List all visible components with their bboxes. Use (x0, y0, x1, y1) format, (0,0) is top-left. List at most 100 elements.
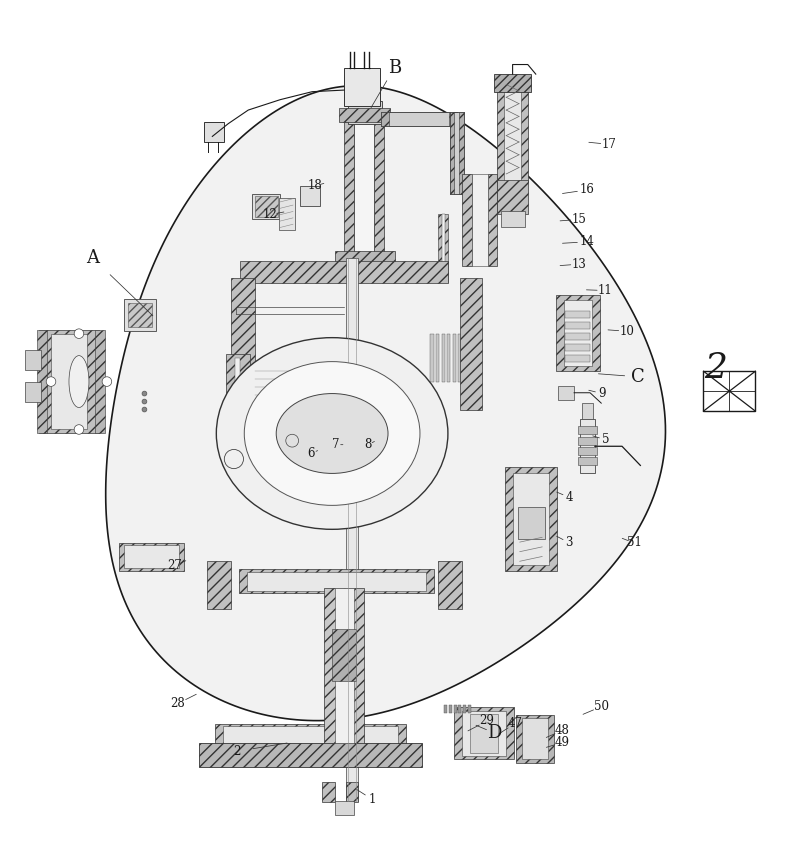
Bar (564, 300, 592, 367)
Bar (501, 211, 525, 227)
Bar (498, 90, 528, 182)
Bar (125, 300, 157, 331)
Text: 11: 11 (598, 284, 613, 297)
Bar (504, 91, 522, 181)
Text: C: C (631, 368, 645, 386)
Bar (566, 333, 590, 340)
Bar (460, 277, 482, 409)
Circle shape (102, 377, 112, 386)
Bar (458, 705, 462, 713)
Text: 2: 2 (234, 745, 241, 758)
Bar (334, 801, 354, 815)
Bar (125, 545, 178, 568)
Text: 13: 13 (571, 258, 586, 271)
Bar (518, 507, 545, 539)
Bar (372, 456, 424, 467)
Bar (344, 68, 380, 106)
Text: 10: 10 (619, 325, 634, 338)
Bar (578, 426, 598, 434)
Bar (454, 707, 514, 759)
Bar (204, 122, 224, 142)
Bar (244, 418, 264, 437)
Bar (334, 588, 354, 743)
Bar (334, 251, 395, 266)
Bar (514, 472, 550, 565)
Bar (442, 334, 445, 381)
Circle shape (74, 425, 84, 434)
Bar (581, 419, 595, 473)
Bar (230, 277, 254, 409)
Text: A: A (86, 248, 99, 267)
Circle shape (74, 328, 84, 339)
Bar (468, 705, 471, 713)
Bar (129, 303, 153, 328)
Bar (449, 705, 452, 713)
Bar (240, 261, 448, 283)
Bar (235, 357, 240, 445)
Bar (470, 714, 498, 753)
Text: 9: 9 (598, 387, 606, 400)
Text: 51: 51 (626, 536, 642, 550)
Bar (566, 322, 590, 328)
Bar (339, 108, 390, 122)
Bar (51, 334, 87, 430)
Bar (566, 344, 590, 351)
Polygon shape (106, 86, 666, 721)
Bar (324, 588, 364, 743)
Bar (252, 194, 280, 220)
Bar (578, 458, 598, 465)
Bar (246, 572, 426, 591)
Bar (578, 447, 598, 455)
Text: 2: 2 (704, 351, 727, 385)
Bar (332, 629, 356, 681)
Bar (381, 111, 457, 126)
Bar (430, 334, 434, 381)
Text: 3: 3 (566, 536, 573, 550)
Bar (454, 705, 457, 713)
Text: 8: 8 (364, 438, 372, 451)
Bar (462, 174, 472, 266)
Circle shape (142, 391, 147, 396)
Bar (566, 311, 590, 317)
Ellipse shape (69, 356, 89, 408)
Ellipse shape (244, 362, 420, 505)
Text: 18: 18 (307, 180, 322, 192)
Bar (466, 177, 496, 191)
Bar (459, 111, 464, 194)
Text: 28: 28 (170, 697, 186, 710)
Circle shape (286, 434, 298, 447)
Bar (566, 355, 590, 363)
Bar (462, 711, 506, 757)
Circle shape (142, 399, 147, 404)
Bar (226, 354, 250, 449)
Bar (522, 717, 548, 759)
Bar (472, 174, 488, 266)
Bar (344, 122, 354, 254)
Bar (222, 726, 398, 745)
Text: 49: 49 (554, 736, 570, 749)
Bar (322, 782, 334, 802)
Bar (558, 386, 574, 400)
Bar (300, 186, 320, 206)
Bar (506, 467, 558, 571)
Bar (25, 350, 41, 369)
Bar (238, 569, 434, 593)
Bar (346, 782, 358, 802)
Bar (378, 412, 422, 456)
Bar (578, 437, 598, 445)
Bar (206, 562, 230, 609)
Text: 50: 50 (594, 700, 609, 713)
Bar (374, 122, 384, 254)
Bar (254, 197, 278, 217)
Text: 4: 4 (566, 491, 573, 504)
Bar (450, 111, 454, 194)
Text: 14: 14 (579, 236, 594, 248)
Text: 48: 48 (554, 724, 570, 737)
Bar (466, 199, 496, 214)
Bar (278, 198, 294, 230)
Bar (447, 334, 450, 381)
Bar (198, 743, 422, 768)
Bar (38, 329, 47, 433)
Text: 47: 47 (507, 717, 522, 730)
Ellipse shape (276, 393, 388, 473)
